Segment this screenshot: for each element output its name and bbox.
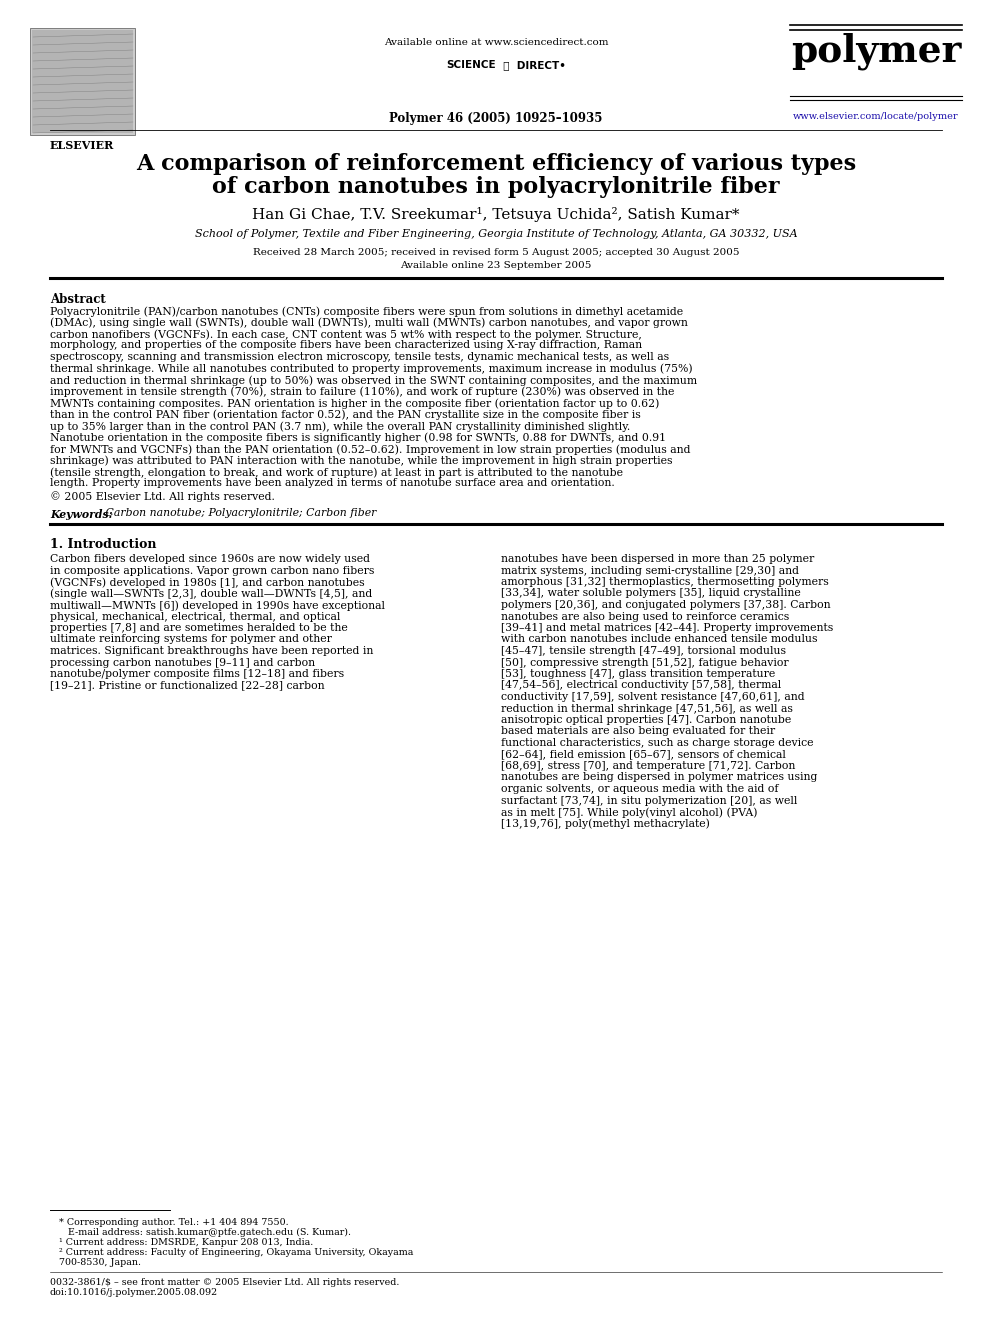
Text: (tensile strength, elongation to break, and work of rupture) at least in part is: (tensile strength, elongation to break, … (50, 467, 623, 478)
Text: multiwall—MWNTs [6]) developed in 1990s have exceptional: multiwall—MWNTs [6]) developed in 1990s … (50, 601, 385, 610)
Text: matrices. Significant breakthroughs have been reported in: matrices. Significant breakthroughs have… (50, 646, 373, 656)
Text: 0032-3861/$ – see front matter © 2005 Elsevier Ltd. All rights reserved.: 0032-3861/$ – see front matter © 2005 El… (50, 1278, 400, 1287)
Text: surfactant [73,74], in situ polymerization [20], as well: surfactant [73,74], in situ polymerizati… (501, 795, 798, 806)
Text: © 2005 Elsevier Ltd. All rights reserved.: © 2005 Elsevier Ltd. All rights reserved… (50, 491, 275, 501)
Text: physical, mechanical, electrical, thermal, and optical: physical, mechanical, electrical, therma… (50, 611, 340, 622)
Text: School of Polymer, Textile and Fiber Engineering, Georgia Institute of Technolog: School of Polymer, Textile and Fiber Eng… (194, 229, 798, 239)
Text: thermal shrinkage. While all nanotubes contributed to property improvements, max: thermal shrinkage. While all nanotubes c… (50, 364, 692, 374)
Text: as in melt [75]. While poly(vinyl alcohol) (PVA): as in melt [75]. While poly(vinyl alcoho… (501, 807, 758, 818)
Text: * Corresponding author. Tel.: +1 404 894 7550.: * Corresponding author. Tel.: +1 404 894… (50, 1218, 289, 1226)
Bar (30, 28, 135, 135)
Text: www.elsevier.com/locate/polymer: www.elsevier.com/locate/polymer (794, 112, 959, 120)
Text: [39–41] and metal matrices [42–44]. Property improvements: [39–41] and metal matrices [42–44]. Prop… (501, 623, 833, 632)
Text: Han Gi Chae, T.V. Sreekumar¹, Tetsuya Uchida², Satish Kumar*: Han Gi Chae, T.V. Sreekumar¹, Tetsuya Uc… (252, 206, 740, 222)
Bar (32, 30, 133, 134)
Text: Carbon fibers developed since 1960s are now widely used: Carbon fibers developed since 1960s are … (50, 554, 370, 564)
Text: than in the control PAN fiber (orientation factor 0.52), and the PAN crystallite: than in the control PAN fiber (orientati… (50, 410, 641, 421)
Text: up to 35% larger than in the control PAN (3.7 nm), while the overall PAN crystal: up to 35% larger than in the control PAN… (50, 421, 630, 431)
Text: [47,54–56], electrical conductivity [57,58], thermal: [47,54–56], electrical conductivity [57,… (501, 680, 782, 691)
Text: nanotubes are being dispersed in polymer matrices using: nanotubes are being dispersed in polymer… (501, 773, 817, 782)
Text: MWNTs containing composites. PAN orientation is higher in the composite fiber (o: MWNTs containing composites. PAN orienta… (50, 398, 660, 409)
Text: Carbon nanotube; Polyacrylonitrile; Carbon fiber: Carbon nanotube; Polyacrylonitrile; Carb… (102, 508, 376, 519)
Text: Available online at www.sciencedirect.com: Available online at www.sciencedirect.co… (384, 38, 608, 48)
Text: nanotubes have been dispersed in more than 25 polymer: nanotubes have been dispersed in more th… (501, 554, 814, 564)
Text: processing carbon nanotubes [9–11] and carbon: processing carbon nanotubes [9–11] and c… (50, 658, 315, 668)
Text: shrinkage) was attributed to PAN interaction with the nanotube, while the improv: shrinkage) was attributed to PAN interac… (50, 455, 673, 466)
Text: Received 28 March 2005; received in revised form 5 August 2005; accepted 30 Augu: Received 28 March 2005; received in revi… (253, 247, 739, 257)
Text: [50], compressive strength [51,52], fatigue behavior: [50], compressive strength [51,52], fati… (501, 658, 789, 668)
Text: and reduction in thermal shrinkage (up to 50%) was observed in the SWNT containi: and reduction in thermal shrinkage (up t… (50, 374, 697, 385)
Text: ultimate reinforcing systems for polymer and other: ultimate reinforcing systems for polymer… (50, 635, 332, 644)
Text: Polymer 46 (2005) 10925–10935: Polymer 46 (2005) 10925–10935 (389, 112, 603, 124)
Text: 1. Introduction: 1. Introduction (50, 538, 157, 550)
Text: [33,34], water soluble polymers [35], liquid crystalline: [33,34], water soluble polymers [35], li… (501, 589, 801, 598)
Text: (VGCNFs) developed in 1980s [1], and carbon nanotubes: (VGCNFs) developed in 1980s [1], and car… (50, 577, 365, 587)
Text: based materials are also being evaluated for their: based materials are also being evaluated… (501, 726, 775, 737)
Text: functional characteristics, such as charge storage device: functional characteristics, such as char… (501, 738, 813, 747)
Text: in composite applications. Vapor grown carbon nano fibers: in composite applications. Vapor grown c… (50, 565, 374, 576)
Text: reduction in thermal shrinkage [47,51,56], as well as: reduction in thermal shrinkage [47,51,56… (501, 704, 793, 713)
Text: (single wall—SWNTs [2,3], double wall—DWNTs [4,5], and: (single wall—SWNTs [2,3], double wall—DW… (50, 589, 372, 599)
Text: ² Current address: Faculty of Engineering, Okayama University, Okayama: ² Current address: Faculty of Engineerin… (50, 1248, 414, 1257)
Text: Nanotube orientation in the composite fibers is significantly higher (0.98 for S: Nanotube orientation in the composite fi… (50, 433, 666, 443)
Text: polymers [20,36], and conjugated polymers [37,38]. Carbon: polymers [20,36], and conjugated polymer… (501, 601, 830, 610)
Text: with carbon nanotubes include enhanced tensile modulus: with carbon nanotubes include enhanced t… (501, 635, 817, 644)
Text: nanotube/polymer composite films [12–18] and fibers: nanotube/polymer composite films [12–18]… (50, 669, 344, 679)
Text: ELSEVIER: ELSEVIER (50, 140, 114, 151)
Text: [45–47], tensile strength [47–49], torsional modulus: [45–47], tensile strength [47–49], torsi… (501, 646, 786, 656)
Text: matrix systems, including semi-crystalline [29,30] and: matrix systems, including semi-crystalli… (501, 565, 799, 576)
Text: carbon nanofibers (VGCNFs). In each case, CNT content was 5 wt% with respect to : carbon nanofibers (VGCNFs). In each case… (50, 329, 642, 340)
Text: Keywords:: Keywords: (50, 508, 113, 520)
Text: anisotropic optical properties [47]. Carbon nanotube: anisotropic optical properties [47]. Car… (501, 714, 792, 725)
Text: SCIENCE: SCIENCE (446, 60, 496, 70)
Text: E-mail address: satish.kumar@ptfe.gatech.edu (S. Kumar).: E-mail address: satish.kumar@ptfe.gatech… (50, 1228, 351, 1237)
Text: ¹ Current address: DMSRDE, Kanpur 208 013, India.: ¹ Current address: DMSRDE, Kanpur 208 01… (50, 1238, 313, 1248)
Text: improvement in tensile strength (70%), strain to failure (110%), and work of rup: improvement in tensile strength (70%), s… (50, 386, 675, 397)
Text: [19–21]. Pristine or functionalized [22–28] carbon: [19–21]. Pristine or functionalized [22–… (50, 680, 324, 691)
Text: nanotubes are also being used to reinforce ceramics: nanotubes are also being used to reinfor… (501, 611, 790, 622)
Text: organic solvents, or aqueous media with the aid of: organic solvents, or aqueous media with … (501, 785, 779, 794)
Text: Abstract: Abstract (50, 292, 106, 306)
Text: length. Property improvements have been analyzed in terms of nanotube surface ar: length. Property improvements have been … (50, 479, 615, 488)
Text: polymer: polymer (791, 32, 961, 70)
Text: A comparison of reinforcement efficiency of various types: A comparison of reinforcement efficiency… (136, 153, 856, 175)
Text: [53], toughness [47], glass transition temperature: [53], toughness [47], glass transition t… (501, 669, 776, 679)
Text: doi:10.1016/j.polymer.2005.08.092: doi:10.1016/j.polymer.2005.08.092 (50, 1289, 218, 1297)
Text: [13,19,76], poly(methyl methacrylate): [13,19,76], poly(methyl methacrylate) (501, 819, 710, 830)
Text: Polyacrylonitrile (PAN)/carbon nanotubes (CNTs) composite fibers were spun from : Polyacrylonitrile (PAN)/carbon nanotubes… (50, 306, 683, 316)
Text: ⓓ  DIRECT•: ⓓ DIRECT• (496, 60, 565, 70)
Text: amorphous [31,32] thermoplastics, thermosetting polymers: amorphous [31,32] thermoplastics, thermo… (501, 577, 828, 587)
Text: [68,69], stress [70], and temperature [71,72]. Carbon: [68,69], stress [70], and temperature [7… (501, 761, 796, 771)
Text: for MWNTs and VGCNFs) than the PAN orientation (0.52–0.62). Improvement in low s: for MWNTs and VGCNFs) than the PAN orien… (50, 445, 690, 455)
Text: 700-8530, Japan.: 700-8530, Japan. (50, 1258, 141, 1267)
Text: Available online 23 September 2005: Available online 23 September 2005 (401, 261, 591, 270)
Text: spectroscopy, scanning and transmission electron microscopy, tensile tests, dyna: spectroscopy, scanning and transmission … (50, 352, 670, 363)
Text: [62–64], field emission [65–67], sensors of chemical: [62–64], field emission [65–67], sensors… (501, 750, 786, 759)
Text: (DMAc), using single wall (SWNTs), double wall (DWNTs), multi wall (MWNTs) carbo: (DMAc), using single wall (SWNTs), doubl… (50, 318, 687, 328)
Text: of carbon nanotubes in polyacrylonitrile fiber: of carbon nanotubes in polyacrylonitrile… (212, 176, 780, 198)
Text: conductivity [17,59], solvent resistance [47,60,61], and: conductivity [17,59], solvent resistance… (501, 692, 805, 703)
Text: morphology, and properties of the composite fibers have been characterized using: morphology, and properties of the compos… (50, 340, 642, 351)
Text: properties [7,8] and are sometimes heralded to be the: properties [7,8] and are sometimes heral… (50, 623, 348, 632)
